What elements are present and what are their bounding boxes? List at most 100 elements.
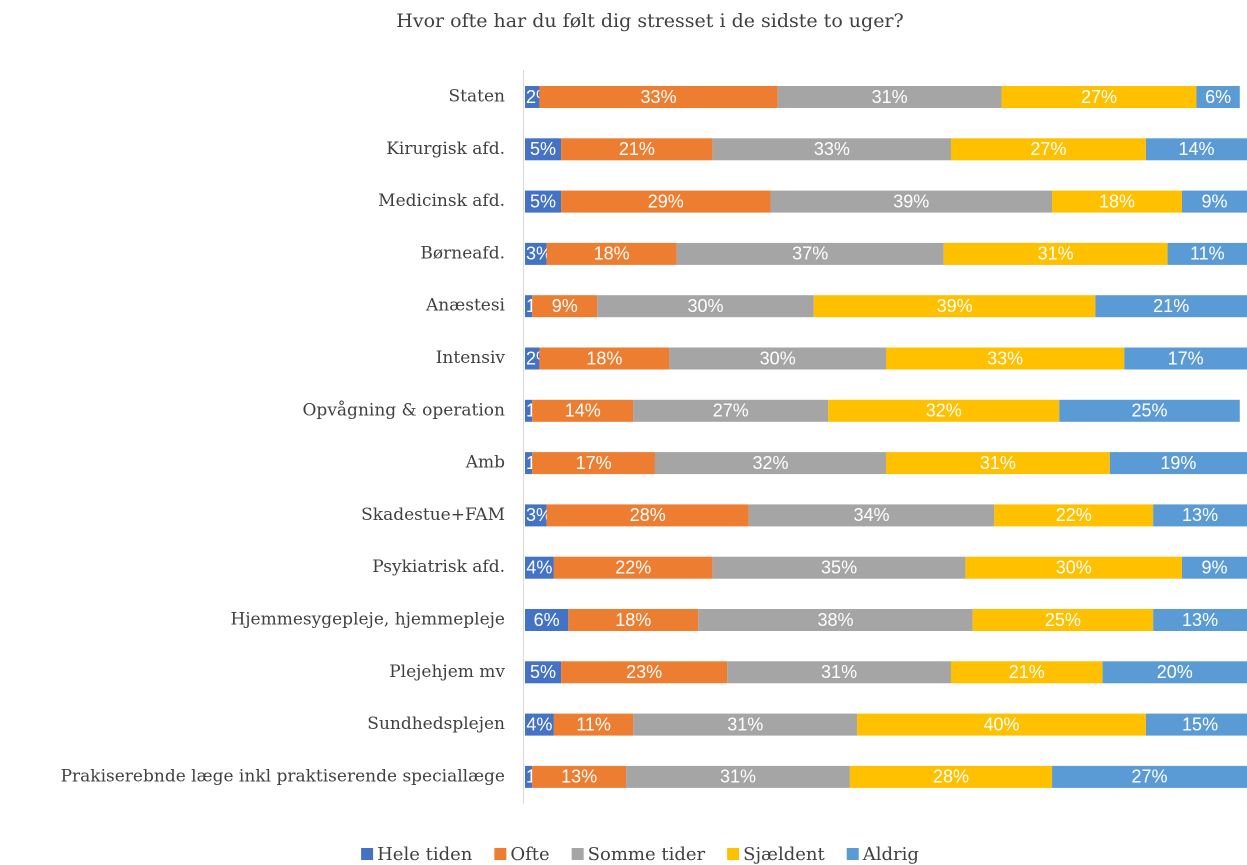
bar-segment xyxy=(525,556,554,579)
legend-label: Ofte xyxy=(510,844,549,865)
bar-segment xyxy=(1145,713,1247,736)
data-label: 13% xyxy=(1182,505,1218,525)
legend-swatch xyxy=(361,848,374,860)
legend-label: Sjældent xyxy=(743,844,825,865)
bar-segment xyxy=(849,765,1053,788)
category-label: Anæstesi xyxy=(425,296,506,316)
bar-segment xyxy=(1153,504,1247,527)
data-label: 6% xyxy=(534,610,560,630)
data-label: 35% xyxy=(821,557,857,577)
data-label: 30% xyxy=(1056,557,1092,577)
bar-segment xyxy=(525,609,569,631)
data-label: 19% xyxy=(1160,453,1196,473)
data-label: 28% xyxy=(630,505,666,525)
legend-swatch xyxy=(494,848,507,860)
bar-segment xyxy=(1167,242,1247,265)
legend-label: Hele tiden xyxy=(377,844,473,865)
bar-segment xyxy=(553,713,634,736)
bar-segment xyxy=(633,399,829,422)
data-label: 33% xyxy=(987,348,1023,368)
bar-segment xyxy=(525,765,533,788)
bar-segment xyxy=(828,399,1060,422)
bar-segment xyxy=(539,347,670,370)
data-label: 32% xyxy=(926,401,962,421)
bar-segment xyxy=(546,242,677,265)
bar-segment xyxy=(597,295,814,318)
data-label: 5% xyxy=(530,662,556,682)
data-label: 30% xyxy=(760,348,796,368)
data-label: 3% xyxy=(526,505,552,525)
data-label: 31% xyxy=(727,714,763,734)
bar-segment xyxy=(532,399,634,422)
bar-segment xyxy=(539,86,778,108)
bar-segment xyxy=(633,713,858,736)
data-label: 18% xyxy=(594,244,630,264)
data-label: 3% xyxy=(526,244,552,264)
bar-segment xyxy=(546,504,749,527)
legend-label: Somme tider xyxy=(588,844,706,865)
data-label: 15% xyxy=(1182,714,1218,734)
bar-segment xyxy=(626,765,850,788)
bar-segment xyxy=(1109,452,1247,475)
data-label: 11% xyxy=(1190,244,1225,264)
bar-segment xyxy=(1153,609,1247,631)
bar-segment xyxy=(727,661,951,684)
bar-segment xyxy=(525,138,562,161)
data-label: 40% xyxy=(984,714,1020,734)
data-label: 27% xyxy=(1081,87,1117,107)
bar-segment xyxy=(1124,347,1247,370)
data-label: 21% xyxy=(1009,662,1045,682)
bar-segment xyxy=(525,713,554,736)
category-label: Sundhedsplejen xyxy=(367,714,505,734)
data-label: 18% xyxy=(1099,191,1135,211)
data-label: 33% xyxy=(814,139,850,159)
data-label: 18% xyxy=(586,348,622,368)
data-label: 4% xyxy=(526,557,552,577)
data-label: 32% xyxy=(752,453,788,473)
bar-segment xyxy=(1001,86,1197,108)
bar-segment xyxy=(525,504,547,527)
data-label: 14% xyxy=(1178,139,1214,159)
data-label: 27% xyxy=(1030,139,1066,159)
bar-segment xyxy=(561,190,771,213)
data-label: 22% xyxy=(615,557,651,577)
legend-label: Aldrig xyxy=(862,844,919,865)
data-label: 31% xyxy=(720,767,756,787)
category-label: Børneafd. xyxy=(420,243,505,263)
data-label: 31% xyxy=(1038,244,1074,264)
bar-segment xyxy=(1196,86,1240,108)
bar-segment xyxy=(748,504,995,527)
data-label: 25% xyxy=(1132,401,1168,421)
bar-segment xyxy=(532,295,598,318)
data-label: 6% xyxy=(1205,87,1231,107)
category-label: Hjemmesygepleje, hjemmepleje xyxy=(230,610,505,630)
data-label: 22% xyxy=(1056,505,1092,525)
data-label: 17% xyxy=(1168,348,1204,368)
bar-segment xyxy=(676,242,944,265)
bar-segment xyxy=(525,86,540,108)
bar-segment xyxy=(857,713,1146,736)
bar-segment xyxy=(568,609,699,631)
category-label: Opvågning & operation xyxy=(303,400,506,420)
data-label: 5% xyxy=(530,139,556,159)
data-label: 14% xyxy=(565,401,601,421)
bar-segment xyxy=(777,86,1002,108)
data-label: 13% xyxy=(561,767,597,787)
category-label: Staten xyxy=(449,87,506,107)
category-label: Kirurgisk afd. xyxy=(386,139,505,159)
bar-segment xyxy=(770,190,1053,213)
category-label: Intensiv xyxy=(436,348,506,368)
bar-segment xyxy=(525,190,562,213)
bar-segment xyxy=(1052,765,1247,788)
legend-swatch xyxy=(727,848,740,860)
bar-segment xyxy=(553,556,713,579)
bar-segment xyxy=(525,452,533,475)
bar-segment xyxy=(943,242,1168,265)
data-label: 27% xyxy=(713,401,749,421)
data-label: 28% xyxy=(933,767,969,787)
category-label: Amb xyxy=(465,453,505,473)
bar-segment xyxy=(1182,556,1247,579)
data-label: 38% xyxy=(817,610,853,630)
category-label: Medicinsk afd. xyxy=(378,191,505,211)
